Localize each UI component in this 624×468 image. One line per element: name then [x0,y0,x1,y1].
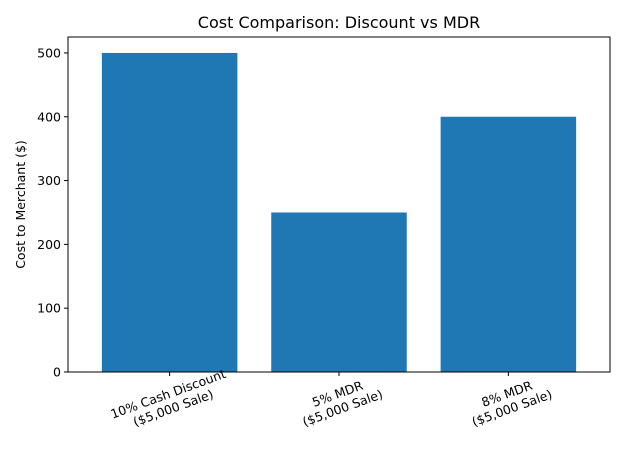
bar-2 [271,212,407,372]
y-tick-label-5: 500 [37,45,61,60]
x-axis: 10% Cash Discount($5,000 Sale) 5% MDR($5,… [108,366,554,430]
y-tick-label-0: 0 [53,365,61,380]
chart-title: Cost Comparison: Discount vs MDR [198,13,480,32]
y-tick-label-3: 300 [37,173,61,188]
y-tick-label-4: 400 [37,109,61,124]
y-axis-label: Cost to Merchant ($) [13,140,28,269]
bar-3 [440,116,577,372]
x-tick-label-3: 8% MDR($5,000 Sale) [470,378,554,430]
y-axis: 0 100 200 300 400 500 [37,45,68,380]
plot-frame [67,36,611,373]
x-tick-label-2: 5% MDR($5,000 Sale) [300,378,384,430]
x-tick-label-1: 10% Cash Discount($5,000 Sale) [108,366,227,429]
y-tick-label-2: 200 [37,237,61,252]
bar-1 [101,52,238,372]
bars-group [101,52,577,372]
y-tick-label-1: 100 [37,301,61,316]
